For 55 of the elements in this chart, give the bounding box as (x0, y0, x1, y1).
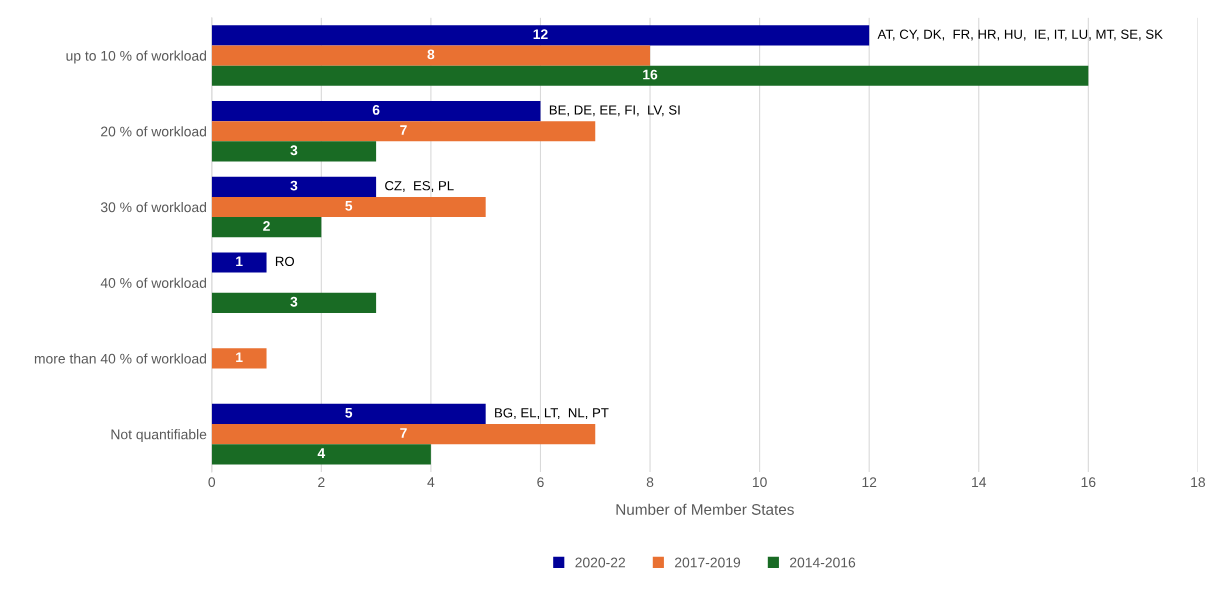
x-tick-label: 4 (427, 477, 435, 487)
bar (211, 217, 322, 238)
y-tick-label: up to 10 % of workload (66, 50, 206, 64)
data-label: 5 (345, 201, 353, 211)
data-label: 2 (263, 221, 270, 231)
annotation: BG, EL, LT, NL, PT (495, 408, 609, 420)
data-label: 1 (236, 256, 243, 267)
data-label: 7 (400, 428, 407, 438)
legend-label: 2020-22 (575, 557, 626, 568)
x-tick-label: 6 (537, 477, 544, 488)
bar (211, 348, 267, 369)
bar (211, 121, 596, 142)
bar (211, 141, 377, 162)
annotation: AT, CY, DK, FR, HR, HU, IE, IT, LU, MT, SE, SK (877, 29, 1163, 41)
legend-label: 2017-2019 (675, 557, 741, 568)
data-label: 8 (427, 49, 435, 60)
y-tick-label: Not quantifiable (111, 429, 207, 443)
bar (211, 403, 486, 425)
data-label: 1 (236, 352, 243, 363)
data-label: 16 (643, 69, 658, 80)
x-tick-label: 16 (1081, 477, 1096, 488)
legend-label: 2014-2016 (790, 557, 856, 568)
x-tick-label: 0 (208, 477, 216, 488)
y-tick-label: 40 % of workload (100, 277, 206, 288)
bar (211, 292, 377, 313)
y-tick-label: more than 40 % of workload (34, 353, 207, 364)
bar (211, 45, 651, 66)
bar (211, 252, 267, 273)
bar (211, 176, 377, 197)
data-label: 3 (290, 180, 298, 191)
bar (211, 424, 596, 445)
data-label: 5 (345, 407, 353, 418)
bar (211, 100, 541, 122)
bar (211, 25, 870, 46)
bar (211, 65, 1089, 86)
x-axis-title: Number of Member States (616, 503, 794, 515)
annotation: CZ, ES, PL (385, 181, 454, 192)
x-tick-label: 2 (318, 477, 325, 487)
data-label: 7 (400, 125, 407, 135)
data-label: 6 (372, 104, 380, 115)
annotation: RO (275, 256, 295, 267)
data-label: 3 (290, 296, 298, 307)
x-tick-label: 18 (1191, 477, 1206, 488)
data-label: 12 (533, 29, 548, 39)
x-tick-label: 14 (972, 477, 987, 487)
x-tick-label: 12 (862, 477, 877, 487)
data-label: 3 (290, 145, 298, 156)
bar (211, 196, 486, 218)
y-tick-label: 30 % of workload (100, 201, 206, 213)
bar (211, 444, 431, 465)
x-tick-label: 8 (646, 477, 654, 488)
y-tick-label: 20 % of workload (101, 126, 206, 137)
data-label: 4 (317, 448, 326, 458)
annotation: BE, DE, EE, FI, LV, SI (549, 105, 680, 117)
x-tick-label: 10 (752, 477, 767, 488)
